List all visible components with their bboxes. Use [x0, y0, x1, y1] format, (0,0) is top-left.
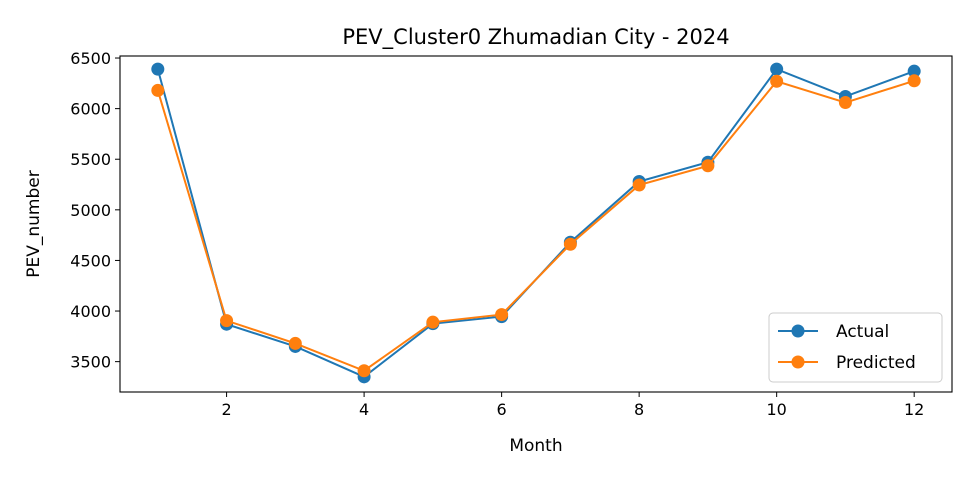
series-layer — [151, 62, 921, 384]
legend: Actual Predicted — [768, 312, 943, 383]
y-tick-label: 5500 — [70, 150, 111, 169]
data-point-predicted — [770, 74, 784, 88]
data-point-actual — [907, 64, 921, 78]
legend-swatch-marker — [791, 355, 805, 369]
data-point-predicted — [632, 178, 646, 192]
data-point-predicted — [426, 315, 440, 329]
y-tick-label: 4000 — [70, 302, 111, 321]
plot-frame — [119, 55, 953, 393]
data-point-actual — [151, 62, 165, 76]
x-tick-label: 2 — [221, 400, 231, 419]
data-point-predicted — [838, 96, 852, 110]
x-axis-label: Month — [509, 436, 562, 456]
legend-entry-predicted: Predicted — [778, 353, 916, 373]
data-point-predicted — [907, 74, 921, 88]
series-line-predicted — [156, 79, 915, 372]
y-axis-label: PEV_number — [24, 170, 44, 277]
data-point-predicted — [151, 83, 165, 97]
y-tick-label: 4500 — [70, 251, 111, 270]
x-tick-label: 4 — [359, 400, 369, 419]
data-point-predicted — [701, 159, 715, 173]
data-point-predicted — [495, 308, 509, 322]
series-predicted — [151, 74, 921, 378]
legend-label: Predicted — [836, 353, 916, 373]
x-axis: 2 4 6 8 10 12 — [221, 392, 924, 419]
legend-swatch-marker — [791, 324, 805, 338]
x-tick-label: 6 — [497, 400, 507, 419]
y-tick-label: 6000 — [70, 100, 111, 119]
legend-label: Actual — [836, 322, 889, 342]
y-tick-label: 6500 — [70, 49, 111, 68]
y-tick-label: 3500 — [70, 353, 111, 372]
data-point-predicted — [288, 336, 302, 350]
legend-entry-actual: Actual — [778, 322, 889, 342]
y-axis: 3500 4000 4500 5000 5500 6000 6500 — [70, 49, 120, 372]
x-tick-label: 12 — [904, 400, 924, 419]
x-tick-label: 10 — [766, 400, 786, 419]
y-tick-label: 5000 — [70, 201, 111, 220]
data-point-predicted — [220, 314, 234, 328]
data-point-predicted — [357, 364, 371, 378]
data-point-predicted — [563, 237, 577, 251]
data-point-actual — [770, 62, 784, 76]
chart-title: PEV_Cluster0 Zhumadian City - 2024 — [342, 25, 729, 50]
x-tick-label: 8 — [634, 400, 644, 419]
